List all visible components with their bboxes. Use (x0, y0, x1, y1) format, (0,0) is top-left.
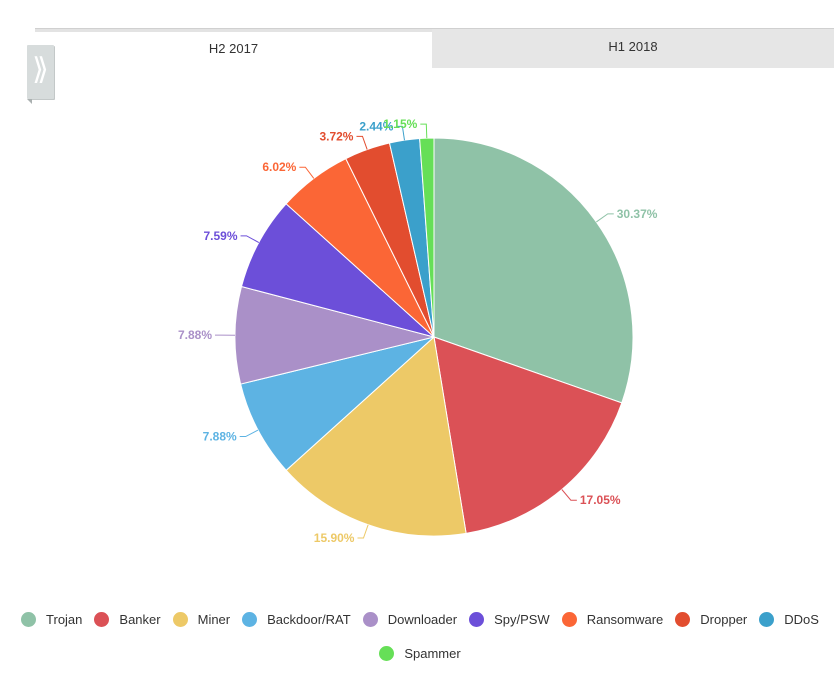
data-label: 30.37% (617, 207, 658, 221)
legend-label: Banker (119, 611, 161, 627)
legend-dot-icon (242, 611, 258, 627)
double-chevron-right-icon: ⟫ (32, 53, 49, 86)
legend-item[interactable]: DDoS (759, 611, 819, 627)
pie-slice-trojan[interactable] (433, 137, 634, 404)
legend-label: Dropper (700, 611, 748, 627)
data-label: 15.90% (314, 531, 355, 545)
legend-dot-icon (675, 611, 691, 627)
data-label: 1.15% (383, 117, 417, 131)
legend-dot-icon (21, 611, 37, 627)
pie-slice-backdoor-rat[interactable] (240, 336, 435, 471)
legend-item[interactable]: Dropper (675, 611, 748, 627)
legend-item[interactable]: Miner (172, 611, 231, 627)
legend-item[interactable]: Spammer (379, 645, 461, 661)
data-label: 17.05% (580, 493, 621, 507)
data-label: 7.88% (203, 430, 237, 444)
legend-item[interactable]: Spy/PSW (469, 611, 550, 627)
legend-dot-icon (94, 611, 110, 627)
label-connector (357, 524, 369, 539)
legend-label: Ransomware (586, 611, 664, 627)
data-label: 2.44% (359, 119, 393, 133)
legend-dot-icon (561, 611, 577, 627)
legend-row: Spammer (0, 639, 840, 667)
data-label: 7.59% (204, 229, 238, 243)
label-connector (561, 489, 577, 501)
data-label: 7.88% (178, 328, 212, 342)
label-connector (356, 135, 368, 150)
label-connector (396, 125, 405, 141)
legend-row: Trojan Banker Miner Backdoor/RAT Downloader S… (0, 605, 840, 633)
legend-label: Trojan (46, 611, 83, 627)
label-connector (420, 123, 428, 139)
legend-dot-icon (172, 611, 188, 627)
data-label: 3.72% (319, 129, 353, 143)
label-connector (596, 213, 614, 223)
legend-dot-icon (362, 611, 378, 627)
pie-slice-spy-psw[interactable] (240, 203, 435, 338)
legend-label: Miner (197, 611, 231, 627)
pie-slice-banker[interactable] (433, 336, 623, 534)
legend-label: DDoS (784, 611, 819, 627)
legend-dot-icon (379, 645, 395, 661)
legend-item[interactable]: Ransomware (561, 611, 664, 627)
legend-dot-icon (469, 611, 485, 627)
legend-label: Downloader (387, 611, 458, 627)
tab-h2-2017[interactable]: H2 2017 (35, 29, 432, 71)
legend-item[interactable]: Banker (94, 611, 161, 627)
label-connector (239, 429, 259, 438)
legend-item[interactable]: Backdoor/RAT (242, 611, 351, 627)
legend-dot-icon (759, 611, 775, 627)
legend-label: Backdoor/RAT (267, 611, 351, 627)
period-tabs: H2 2017 H1 2018 (35, 28, 834, 71)
data-label: 6.02% (262, 160, 296, 174)
pie-chart: 30.37% 17.05% 15.90% 7.88% 7.88% 7.59% 6.02% 3.… (178, 117, 658, 545)
legend-item[interactable]: Downloader (362, 611, 458, 627)
label-connector (240, 235, 260, 243)
legend-label: Spy/PSW (494, 611, 550, 627)
pie-slice-miner[interactable] (285, 336, 467, 537)
legend-item[interactable]: Trojan (21, 611, 83, 627)
tab-h1-2018[interactable]: H1 2018 (432, 29, 834, 68)
label-connector (299, 166, 315, 179)
sidebar-toggle-button[interactable]: ⟫ (27, 45, 54, 104)
legend-label: Spammer (404, 645, 461, 661)
chart-legend: Trojan Banker Miner Backdoor/RAT Downloader S… (0, 605, 840, 673)
pie-slice-downloader[interactable] (234, 285, 435, 385)
